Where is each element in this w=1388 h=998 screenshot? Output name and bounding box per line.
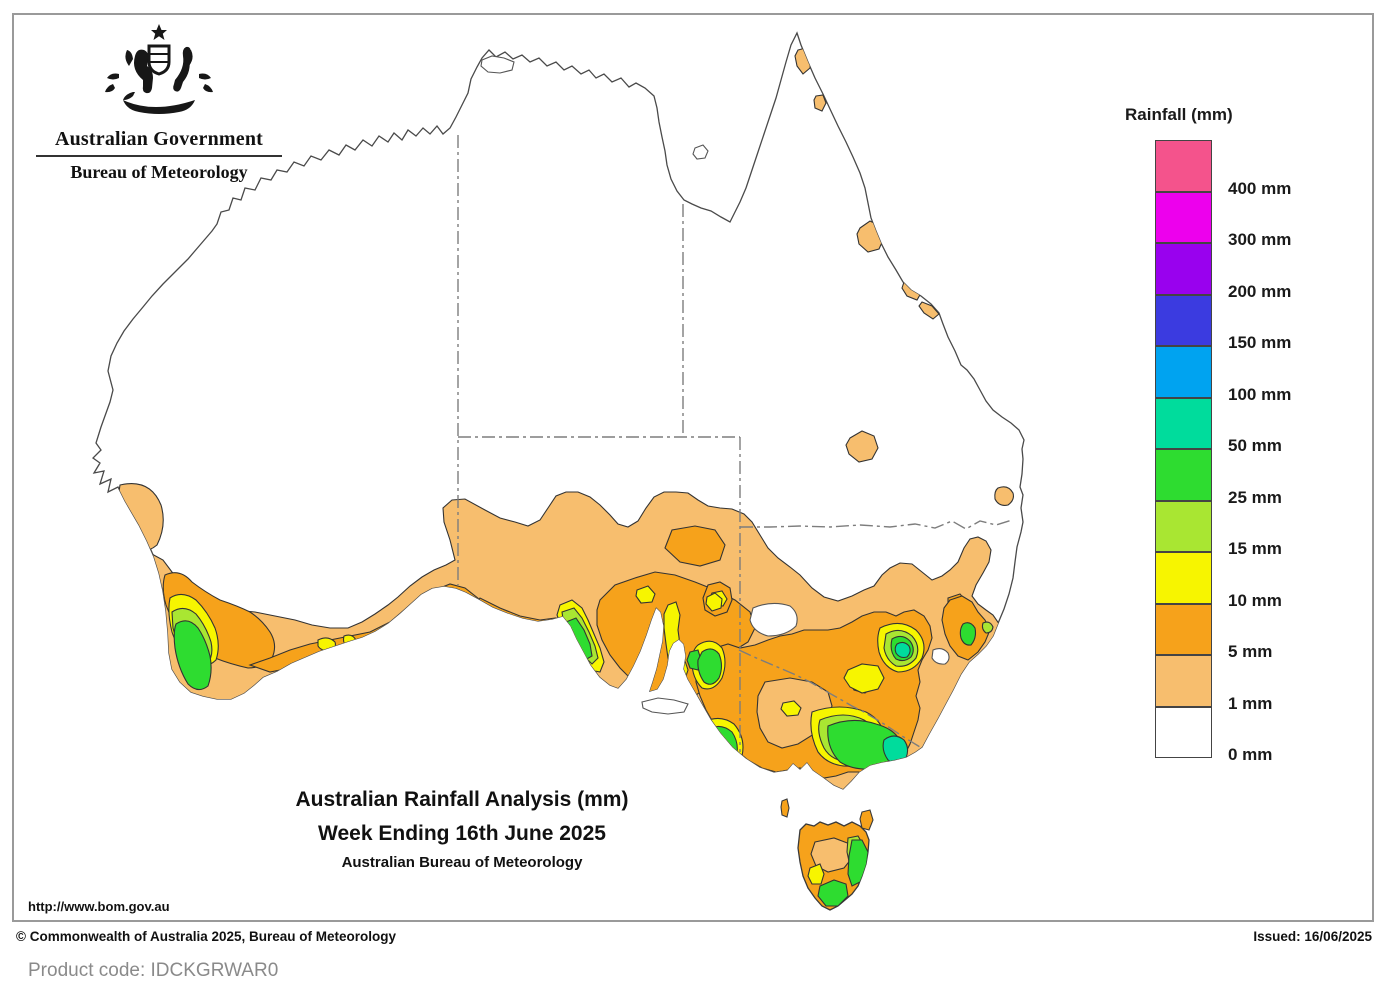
legend-label: 25 mm (1228, 487, 1282, 507)
legend-swatch (1155, 500, 1212, 552)
copyright-text: © Commonwealth of Australia 2025, Bureau… (16, 929, 397, 944)
legend-swatch (1155, 243, 1212, 295)
legend-label: 10 mm (1228, 590, 1282, 610)
map-subtitle-bureau: Australian Bureau of Meteorology (341, 854, 583, 871)
kangaroo-island (641, 697, 689, 715)
legend-label: 300 mm (1228, 230, 1292, 249)
bureau-label: Bureau of Meteorology (70, 162, 248, 182)
flinders-island (859, 809, 874, 831)
legend-label: 400 mm (1228, 178, 1292, 198)
legend-title: Rainfall (mm) (1125, 105, 1233, 124)
legend-label: 200 mm (1228, 281, 1292, 301)
groote-eylandt (692, 144, 709, 160)
legend-swatch (1155, 346, 1212, 398)
legend-entry: 10 mm (1155, 551, 1345, 610)
legend-swatch (1155, 655, 1212, 707)
legend-swatch (1155, 603, 1212, 655)
legend-entry: 0 mm (1155, 706, 1345, 764)
legend-label: 1 mm (1228, 693, 1273, 713)
legend-entry: 100 mm (1155, 345, 1345, 404)
map-subtitle-week: Week Ending 16th June 2025 (318, 822, 606, 845)
australia-rainfall-map (91, 31, 1025, 911)
legend-swatch (1155, 191, 1212, 243)
bom-logo: Australian Government Bureau of Meteorol… (28, 22, 290, 183)
legend-entry: 300 mm (1155, 191, 1345, 249)
map-title: Australian Rainfall Analysis (mm) (295, 788, 629, 811)
legend-swatch (1155, 140, 1212, 192)
coat-of-arms-icon (105, 24, 213, 114)
tasmania (780, 798, 874, 911)
state-borders (457, 135, 1013, 752)
legend-entry: 15 mm (1155, 500, 1345, 558)
map-titles: Australian Rainfall Analysis (mm) Week E… (162, 788, 762, 871)
king-island (780, 798, 790, 818)
legend-entry: 200 mm (1155, 242, 1345, 301)
melville-island (480, 55, 515, 74)
legend-label: 15 mm (1228, 539, 1282, 558)
legend-entry: 50 mm (1155, 397, 1345, 455)
logo-divider (36, 155, 282, 157)
gov-label: Australian Government (54, 128, 264, 150)
legend-label: 150 mm (1228, 333, 1292, 352)
legend-scale: 400 mm 300 mm 200 mm 150 mm 100 mm 50 mm 25 mm… (1155, 139, 1345, 764)
bom-url: http://www.bom.gov.au (28, 899, 170, 914)
legend-label: 50 mm (1228, 436, 1282, 455)
product-code: Product code: IDCKGRWAR0 (28, 960, 279, 981)
legend-swatch (1155, 706, 1212, 758)
legend-label: 100 mm (1228, 384, 1292, 404)
legend-entry: 25 mm (1155, 448, 1345, 507)
legend-swatch (1155, 397, 1212, 449)
legend-label: 5 mm (1228, 642, 1273, 661)
legend-swatch (1155, 294, 1212, 346)
legend-entry: 5 mm (1155, 603, 1345, 661)
legend-swatch (1155, 552, 1212, 604)
rainfall-legend: Rainfall (mm) 400 mm 300 mm 200 mm 150 mm 10… (1125, 105, 1365, 764)
legend-swatch (1155, 449, 1212, 501)
legend-entry: 150 mm (1155, 294, 1345, 352)
legend-label: 0 mm (1228, 745, 1273, 764)
issued-date: Issued: 16/06/2025 (1253, 929, 1372, 944)
legend-entry: 400 mm (1155, 139, 1345, 198)
legend-entry: 1 mm (1155, 654, 1345, 713)
